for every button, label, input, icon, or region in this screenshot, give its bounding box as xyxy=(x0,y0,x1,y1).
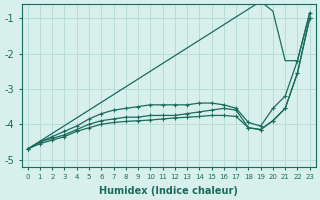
X-axis label: Humidex (Indice chaleur): Humidex (Indice chaleur) xyxy=(99,186,238,196)
